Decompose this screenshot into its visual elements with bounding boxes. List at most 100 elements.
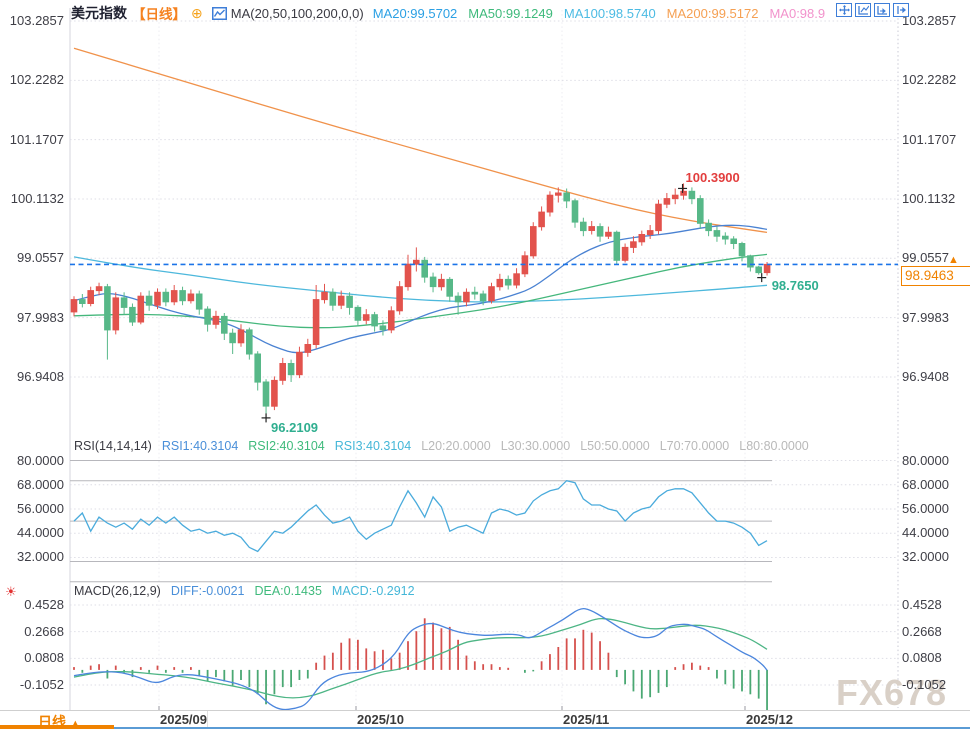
candle-body [471,291,479,295]
candle-body [755,266,763,274]
period-tag: 【日线】 [132,7,186,22]
axis-label: 68.0000 [902,477,949,492]
candle-body [237,329,245,344]
candle-body [747,255,754,268]
candle-body [680,190,687,196]
candle-body [663,198,671,205]
axis-label: 100.1132 [902,191,956,206]
candle-body [388,310,395,331]
month-label: 2025/12 [746,712,793,727]
axis-label: 96.9408 [17,369,64,384]
candle-body [371,314,378,327]
axis-label: 102.2282 [902,72,957,87]
rsi-name: RSI(14,14,14) [74,439,152,453]
candle-body [596,226,604,237]
ma-value: MA20:99.5702 [372,5,458,21]
candle-body [212,315,220,325]
candle-body [563,192,571,202]
active-tab-underline [0,725,114,729]
axis-label: 0.2668 [24,624,64,639]
fit-chart-icon[interactable] [855,3,871,17]
rsi-value: RSI3:40.3104 [334,439,412,453]
rsi-line [73,479,768,553]
candle-body [195,293,203,310]
candle-body [79,299,86,305]
candle-body [546,194,554,213]
rsi-level-label: L30:30.0000 [500,439,571,453]
macd-value: MACD:-0.2912 [331,584,415,598]
candle-body [145,295,153,306]
candle-body [613,231,621,261]
candle-body [120,297,128,308]
jump-latest-icon[interactable] [893,3,909,17]
axis-label: 0.4528 [902,597,942,612]
candle-body [271,379,278,407]
ma-value: MA100:98.5740 [563,5,656,21]
rsi-header: RSI(14,14,14) RSI1:40.3104 RSI2:40.3104 RS… [74,439,809,453]
candle-body [638,234,646,243]
candle-body [312,299,320,346]
bottom-divider [0,727,970,729]
candle-body [688,190,696,200]
time-axis-bar: 日线 ▲ 2025/09 2025/10 2025/11 2025/12 [0,710,970,730]
candle-body [129,306,136,323]
watermark: FX678 [836,672,948,713]
ma-values: MA20:99.5702 MA50:99.1249 MA100:98.5740 MA2… [373,6,825,21]
candle-body [530,226,537,257]
candle-body [555,192,562,196]
candle-body [429,276,437,288]
candle-body [137,295,145,323]
axis-label: 97.9983 [902,310,949,325]
candle-body [504,278,512,286]
axis-label: 97.9983 [17,310,64,325]
macd-value: DIFF:-0.0021 [170,584,245,598]
current-price-box: 98.9463 [901,266,970,287]
pan-chart-icon[interactable] [874,3,890,17]
candle-body [605,231,612,237]
high-price-label: 100.3900 [685,170,740,186]
rsi-value: RSI1:40.3104 [161,439,239,453]
axis-label: 68.0000 [17,477,64,492]
candle-body [354,306,362,321]
axis-label: 101.1707 [9,132,64,147]
rsi-level-label: L70:70.0000 [659,439,730,453]
candle-body [70,299,78,313]
candle-body [329,291,337,306]
axis-label: 44.0000 [902,525,949,540]
candle-body [671,194,679,200]
candle-body [713,230,721,237]
axis-label: 80.0000 [902,453,949,468]
ma20-line [73,224,768,354]
axis-label: 56.0000 [902,501,949,516]
axis-label: -0.1052 [19,677,64,692]
axis-label: 103.2857 [902,13,957,28]
candle-body [279,363,286,381]
candle-body [187,293,195,302]
candle-body [463,291,470,303]
candle-body [87,290,95,305]
candle-body [479,293,487,302]
move-crosshair-icon[interactable] [836,3,852,17]
axis-label: 56.0000 [17,501,64,516]
candle-body [621,246,629,261]
axis-label: 102.2282 [9,72,64,87]
ma100-line [73,256,768,303]
candle-body [221,315,228,334]
rsi-level-label: L50:50.0000 [580,439,650,453]
add-indicator-icon[interactable]: ⊕ [191,4,203,21]
low-price-label: 96.2109 [271,419,319,435]
chart-toolbar [836,3,909,17]
ma-settings-label[interactable]: MA(20,50,100,200,0,0) [230,5,364,21]
candle-body [588,226,596,232]
candle-body [204,308,211,325]
axis-label: 32.0000 [902,549,949,564]
candle-body [722,235,729,240]
axis-label: -0.1052 [902,677,947,692]
rsi-value: RSI2:40.3104 [248,439,325,453]
candle-body [304,344,312,353]
axis-label: 44.0000 [17,525,64,540]
diff-line [73,608,768,711]
candle-body [104,286,111,331]
page-title: 美元指数 [71,5,127,21]
